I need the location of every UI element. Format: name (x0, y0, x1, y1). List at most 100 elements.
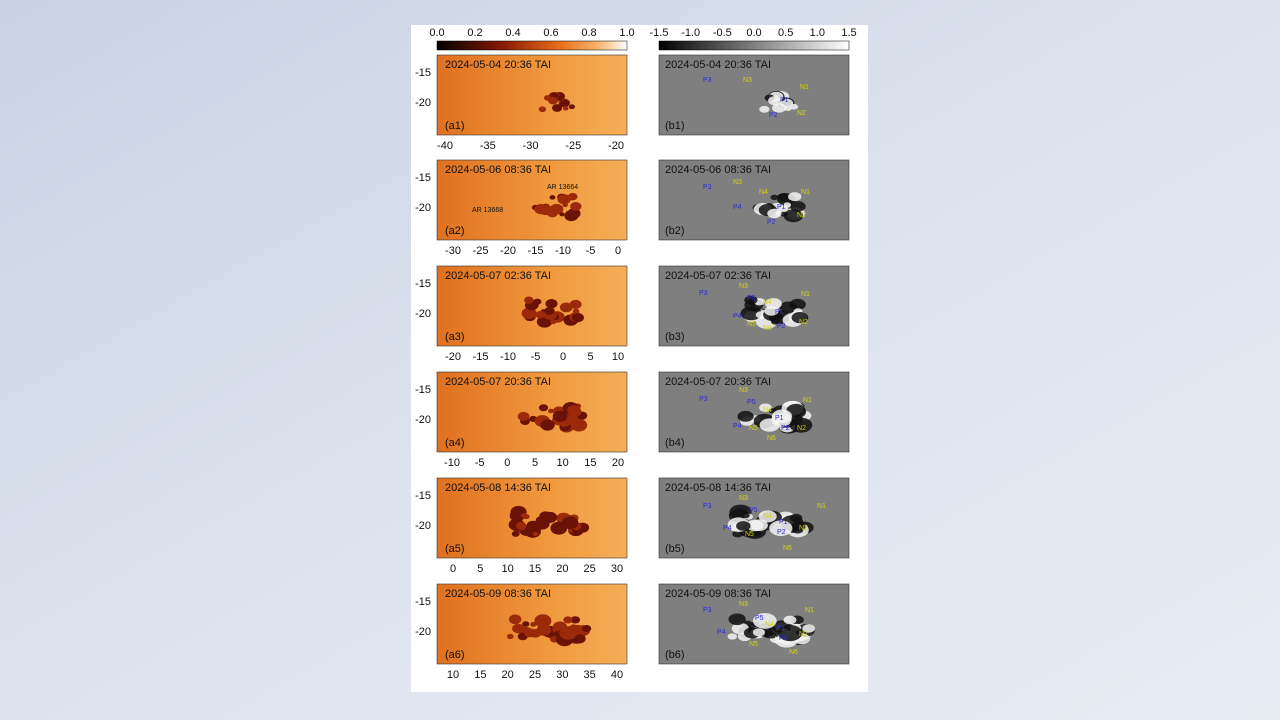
polarity-label: N1 (817, 503, 826, 510)
y-tick-label: -20 (415, 520, 431, 532)
colorbar-tick-label: 0.4 (505, 27, 520, 39)
x-tick-label: -30 (523, 140, 539, 152)
sunspot (533, 298, 542, 305)
polarity-label: N5 (749, 641, 758, 648)
x-tick-label: -25 (473, 245, 489, 257)
panel-label: (a5) (445, 543, 465, 555)
colorbar-tick-label: -1.0 (681, 27, 700, 39)
polarity-label: P2 (777, 323, 786, 330)
x-tick-label: 20 (612, 457, 624, 469)
polarity-label: N6 (789, 649, 798, 656)
region-label: AR 13664 (547, 184, 578, 191)
x-tick-label: 40 (611, 669, 623, 681)
sunspot (548, 408, 554, 414)
polarity-label: P1 (780, 97, 789, 104)
polarity-label: N3 (733, 179, 742, 186)
x-tick-label: 0 (504, 457, 510, 469)
magnetic-patch (753, 612, 777, 629)
polarity-label: P3 (703, 607, 712, 614)
sunspot (506, 633, 514, 640)
polarity-label: N1 (803, 397, 812, 404)
x-tick-label: -20 (445, 351, 461, 363)
polarity-label: N2 (797, 110, 806, 117)
x-tick-label: 5 (587, 351, 593, 363)
polarity-label: N2 (799, 319, 808, 326)
colorbar-tick-label: 0.8 (581, 27, 596, 39)
sunspot (547, 209, 558, 218)
sunspot (517, 411, 530, 421)
x-tick-label: 15 (584, 457, 596, 469)
magnetic-patch (728, 613, 746, 626)
y-tick-label: -15 (415, 172, 431, 184)
sunspot (535, 311, 543, 318)
region-label: AR 13668 (472, 207, 503, 214)
intensity-panel (436, 54, 628, 136)
sunspot (573, 634, 586, 644)
sunspot (532, 531, 539, 537)
magnetic-patch (770, 194, 779, 201)
magnetic-patch (752, 628, 765, 637)
magnetic-patch (783, 202, 792, 208)
polarity-label: N4 (765, 621, 774, 628)
sunspot (570, 418, 588, 432)
sunspot (567, 192, 578, 201)
sunspot (559, 626, 577, 640)
magnetic-patch (736, 521, 751, 531)
magnetic-patch (753, 531, 762, 537)
x-tick-label: -40 (437, 140, 453, 152)
x-tick-label: -20 (500, 245, 516, 257)
panel-label: (a3) (445, 331, 465, 343)
polarity-label: P5 (755, 615, 764, 622)
polarity-label: P3 (703, 184, 712, 191)
magnetic-patch (789, 417, 813, 433)
polarity-label: N2 (799, 631, 808, 638)
polarity-label: P1 (775, 415, 784, 422)
polarity-label: P1 (777, 625, 786, 632)
polarity-label: P2 (781, 425, 790, 432)
y-tick-label: -20 (415, 97, 431, 109)
sunspot (509, 510, 525, 522)
y-tick-label: -15 (415, 596, 431, 608)
sunspot (530, 520, 544, 531)
sunspot (522, 621, 530, 627)
x-tick-label: 35 (584, 669, 596, 681)
magnetic-patch (771, 319, 780, 325)
polarity-label: N4 (763, 299, 772, 306)
sunspot (532, 629, 542, 636)
magnetic-patch (788, 192, 802, 202)
magnetic-patch (768, 96, 782, 106)
colorbar-tick-label: 0.0 (429, 27, 444, 39)
polarity-label: N3 (739, 495, 748, 502)
polarity-label: P2 (779, 635, 788, 642)
polarity-label: P3 (703, 77, 712, 84)
x-tick-label: 30 (556, 669, 568, 681)
panel-label: (b3) (665, 331, 685, 343)
sunspot (559, 212, 565, 217)
y-tick-label: -20 (415, 414, 431, 426)
colorbar-tick-label: 1.5 (841, 27, 856, 39)
x-tick-label: 10 (502, 563, 514, 575)
y-tick-label: -15 (415, 384, 431, 396)
sunspot (550, 319, 557, 325)
magnetic-patch (750, 519, 768, 532)
sunspot (549, 195, 556, 200)
magnetogram-panel (658, 54, 850, 136)
polarity-label: P5 (747, 399, 756, 406)
polarity-label: N5 (749, 425, 758, 432)
sunspot (571, 312, 584, 323)
panel-label: (b2) (665, 225, 685, 237)
intensity-panel (436, 159, 628, 241)
polarity-label: N4 (763, 513, 772, 520)
y-tick-label: -15 (415, 490, 431, 502)
magnetic-patch (802, 624, 815, 633)
intensity-panel (436, 477, 628, 559)
x-tick-label: 10 (612, 351, 624, 363)
polarity-label: P3 (699, 290, 708, 297)
x-tick-label: 30 (611, 563, 623, 575)
polarity-label: N3 (739, 283, 748, 290)
polarity-label: P4 (733, 313, 742, 320)
polarity-label: N3 (739, 601, 748, 608)
magnetic-patch (759, 105, 770, 113)
x-tick-label: 5 (532, 457, 538, 469)
panel-label: (a4) (445, 437, 465, 449)
